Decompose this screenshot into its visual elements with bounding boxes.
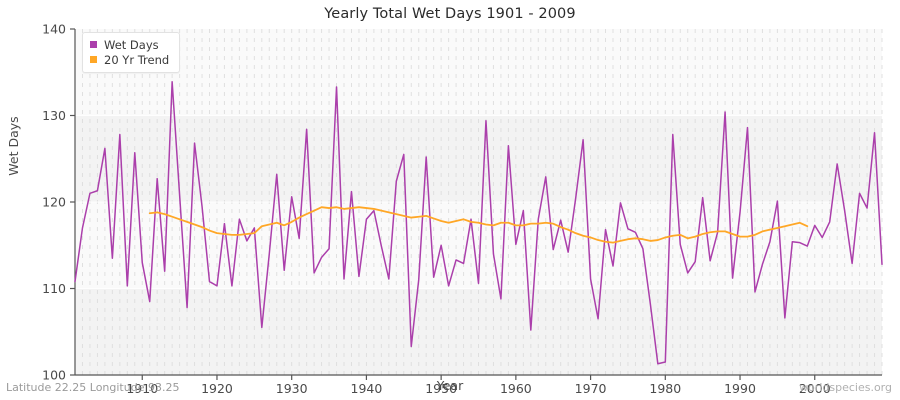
legend-swatch-20-yr-trend	[90, 56, 97, 63]
svg-text:2000: 2000	[799, 381, 831, 396]
footer-coordinates: Latitude 22.25 Longitude 93.25	[6, 381, 180, 394]
legend-swatch-wet-days	[90, 41, 97, 48]
legend-item-20-yr-trend[interactable]: 20 Yr Trend	[90, 52, 169, 67]
svg-text:1990: 1990	[724, 381, 756, 396]
legend-label-wet-days: Wet Days	[104, 37, 159, 52]
y-axis-tick-labels: 100 110 120 130 140	[42, 22, 75, 383]
x-axis-tick-labels: 1910 1920 1930 1940 1950 1960 1970 1980 1990 2000	[126, 375, 831, 396]
series-wet-days	[74, 81, 883, 365]
svg-text:1920: 1920	[201, 381, 233, 396]
footer-attribution: worldspecies.org	[799, 381, 892, 394]
x-axis-label: Year	[436, 378, 464, 393]
svg-text:1960: 1960	[500, 381, 532, 396]
legend-item-wet-days[interactable]: Wet Days	[90, 37, 169, 52]
svg-text:1970: 1970	[575, 381, 607, 396]
chart-title: Yearly Total Wet Days 1901 - 2009	[324, 6, 576, 22]
legend-label-20-yr-trend: 20 Yr Trend	[104, 52, 170, 67]
y-axis-label: Wet Days	[6, 116, 21, 176]
svg-text:120: 120	[42, 195, 66, 210]
svg-text:130: 130	[42, 108, 66, 123]
svg-text:1940: 1940	[351, 381, 383, 396]
series-20-yr-trend	[148, 206, 809, 244]
svg-text:140: 140	[42, 22, 66, 37]
svg-text:110: 110	[42, 281, 66, 296]
svg-text:1980: 1980	[649, 381, 681, 396]
svg-text:1910: 1910	[126, 381, 158, 396]
svg-text:1930: 1930	[276, 381, 308, 396]
svg-text:100: 100	[42, 368, 66, 383]
chart-legend[interactable]: Wet Days 20 Yr Trend	[82, 32, 181, 73]
svg-text:1950: 1950	[425, 381, 457, 396]
